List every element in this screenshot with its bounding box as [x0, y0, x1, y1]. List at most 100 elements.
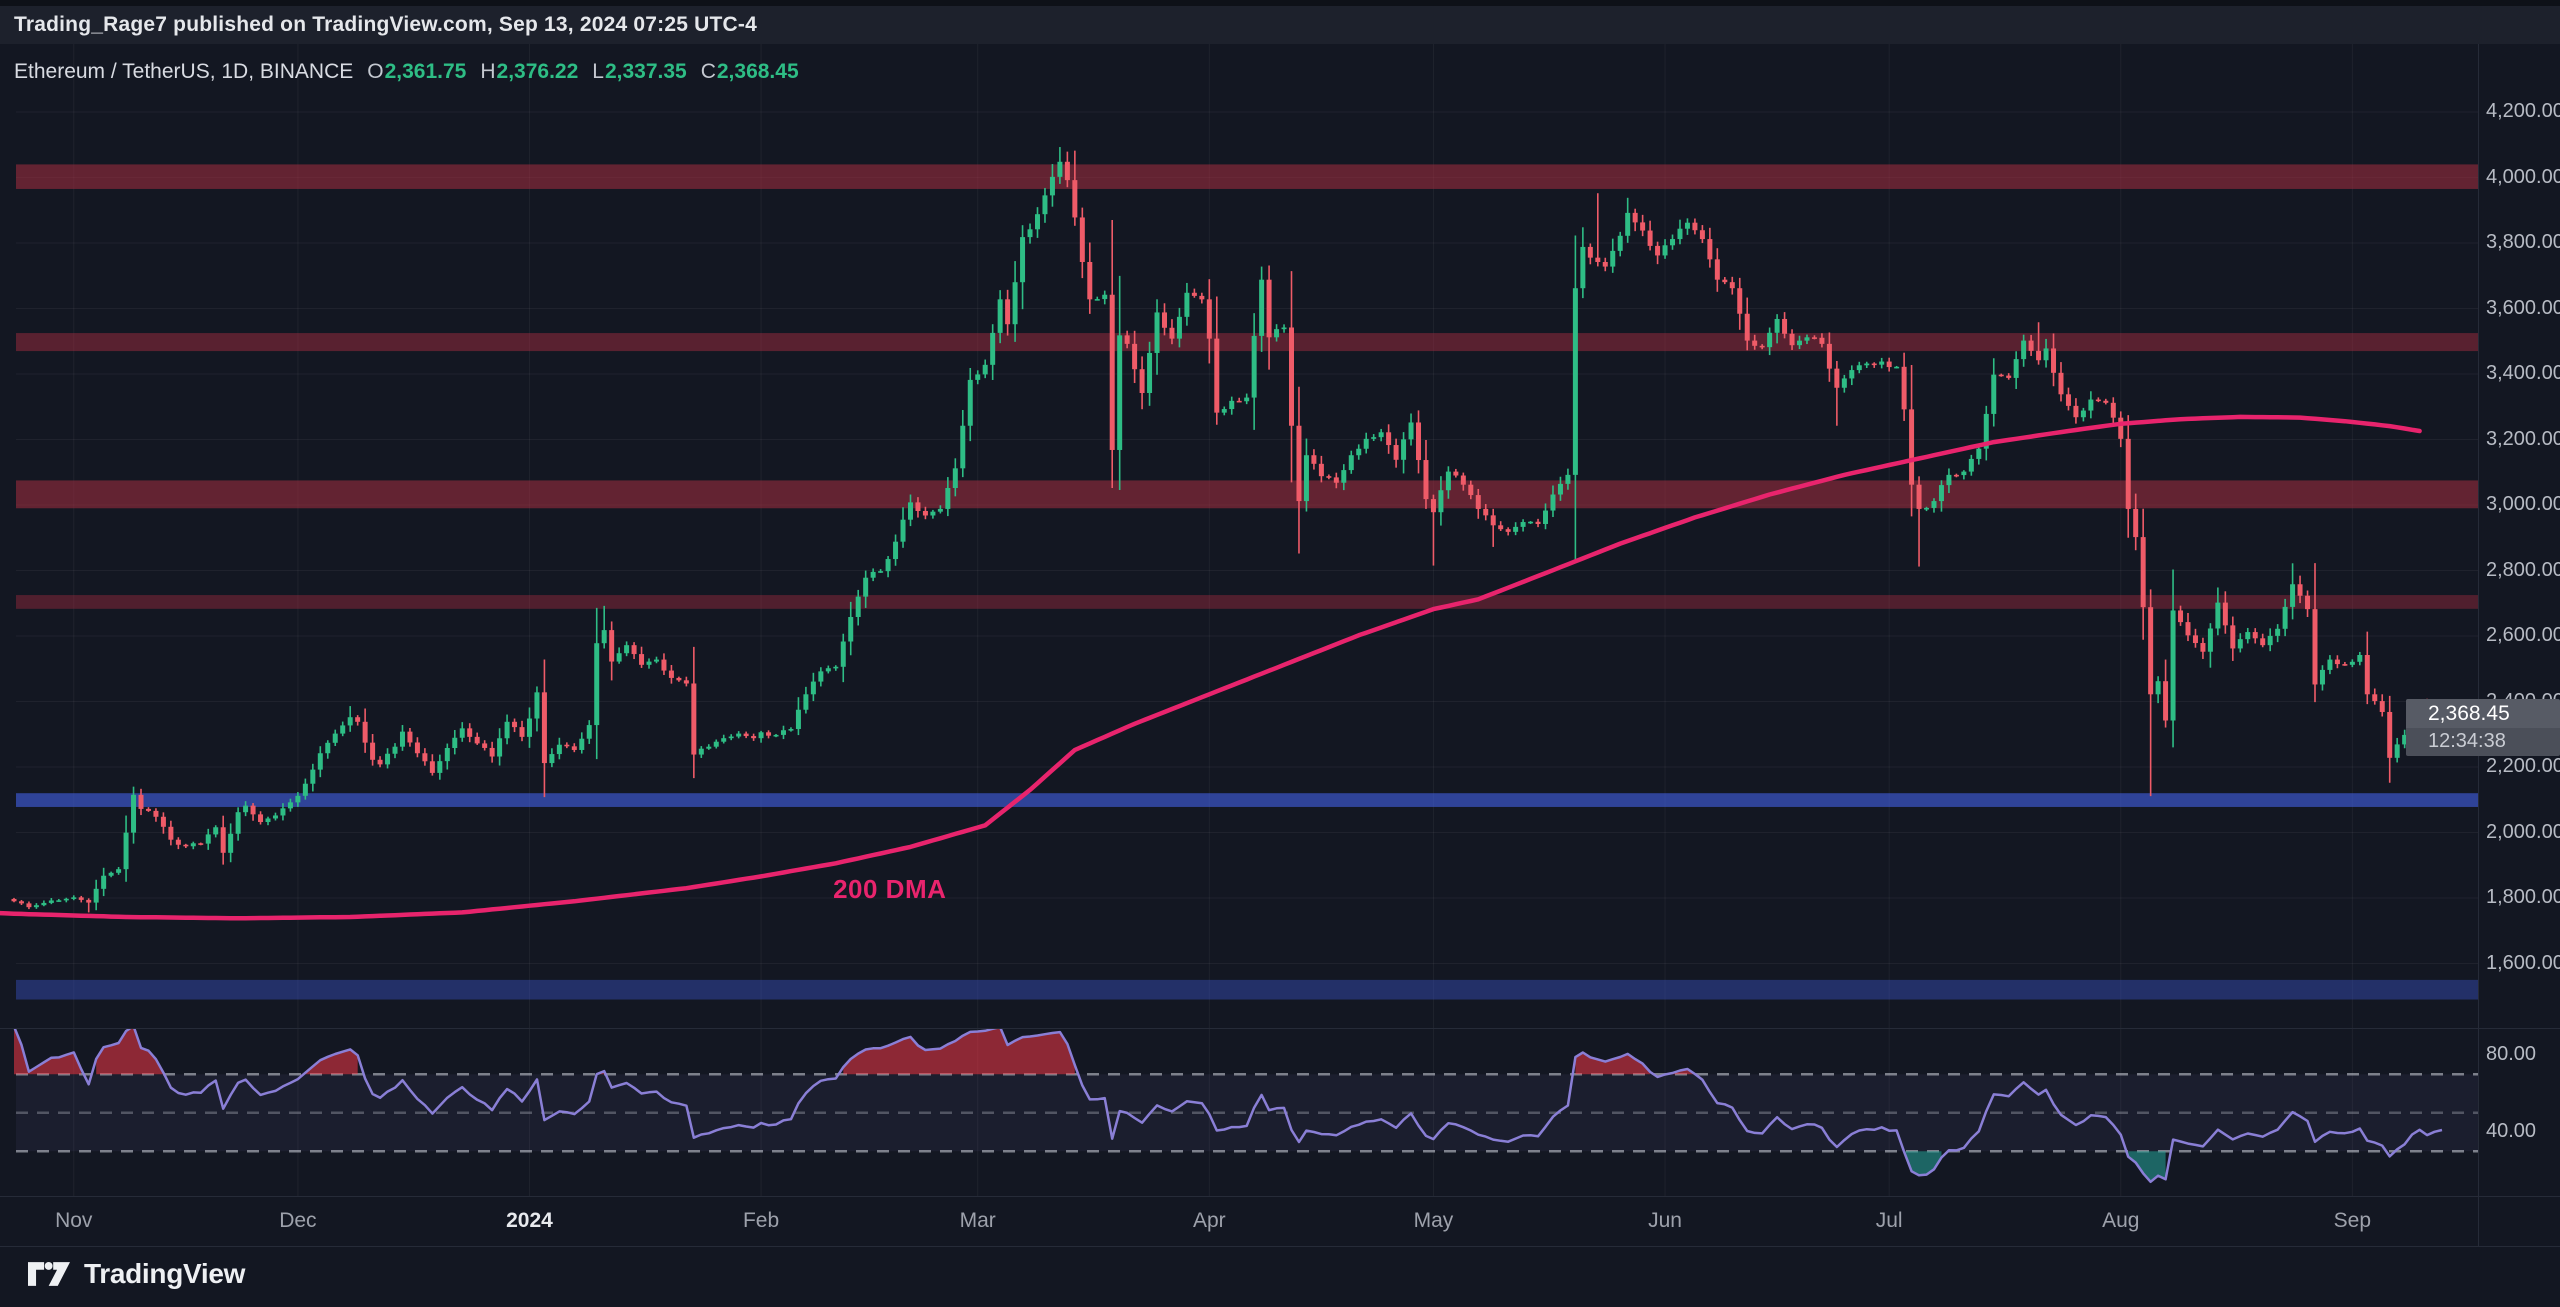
candle-body	[900, 519, 906, 542]
candle-body	[235, 812, 241, 834]
rsi-oversold-fill	[2128, 1151, 2166, 1182]
resistance-zone[interactable]	[16, 333, 2478, 352]
candle-body	[668, 670, 674, 678]
resistance-zone[interactable]	[16, 595, 2478, 609]
candle-body	[833, 666, 839, 669]
candle-body	[2051, 348, 2057, 373]
candle-body	[2103, 400, 2109, 403]
candle-body	[1767, 332, 1773, 348]
price-axis-label: 2,600.00	[2486, 624, 2560, 646]
time-axis-label: Sep	[2333, 1209, 2372, 1232]
candle-body	[183, 844, 189, 847]
candle-body	[2312, 609, 2318, 685]
rsi-pane[interactable]	[0, 1028, 2478, 1196]
candle-body	[1289, 327, 1295, 426]
price-axis-label: 1,800.00	[2486, 886, 2560, 908]
candle-body	[1572, 288, 1578, 475]
ma200-line[interactable]	[0, 414, 2422, 921]
tradingview-brand-text[interactable]: TradingView	[84, 1258, 246, 1289]
candle-body	[1864, 363, 1870, 366]
candle-body	[1154, 312, 1160, 353]
candle-body	[579, 738, 585, 750]
ohlc-close: C2,368.45	[700, 60, 799, 83]
candle-body	[1886, 361, 1892, 368]
candle-body	[1707, 239, 1713, 260]
candle-body	[803, 694, 809, 710]
rsi-line[interactable]	[13, 1028, 2443, 1184]
symbol-title[interactable]: Ethereum / TetherUS, 1D, BINANCE	[14, 60, 354, 83]
candle-body	[1393, 445, 1399, 460]
candle-body	[280, 808, 286, 816]
candle-body	[190, 843, 196, 847]
price-axis[interactable]: 1,600.001,800.002,000.002,200.002,400.00…	[2479, 44, 2560, 1246]
candle-body	[706, 746, 712, 749]
candle-body	[93, 888, 99, 903]
candle-body	[646, 661, 652, 665]
candle-body	[362, 721, 368, 743]
ohlc-high: H2,376.22	[480, 60, 579, 83]
rsi-overbought-fill	[843, 1028, 1075, 1075]
candle-body	[1961, 471, 1967, 476]
price-pane[interactable]	[0, 44, 2478, 1028]
candle-body	[1468, 484, 1474, 496]
candle-body	[2394, 744, 2400, 758]
candle-body	[1117, 335, 1123, 450]
candle-body	[1109, 294, 1115, 450]
candle-body	[325, 742, 331, 754]
pane-separator[interactable]	[0, 1028, 2560, 1029]
candle-body	[2058, 372, 2064, 395]
candle-body	[11, 898, 17, 902]
candle-body	[990, 332, 996, 365]
time-axis-label: Mar	[959, 1209, 996, 1232]
candle-body	[907, 502, 913, 520]
time-axis-label: Jul	[1875, 1209, 1903, 1232]
support-zone[interactable]	[16, 979, 2478, 1000]
candle-body	[1206, 299, 1212, 339]
candle-body	[1505, 529, 1511, 532]
candle-body	[751, 736, 757, 739]
candle-body	[198, 843, 204, 845]
time-axis[interactable]: Nov Dec 2024 Feb Mar Apr May Jun Jul Aug Sep	[0, 1197, 2478, 1246]
price-axis-label: 2,800.00	[2486, 558, 2560, 581]
last-price-value: 2,368.45	[2406, 699, 2560, 728]
candle-body	[2327, 659, 2333, 670]
candle-body	[2230, 625, 2236, 649]
candle-body	[541, 692, 547, 764]
resistance-zone[interactable]	[16, 480, 2478, 509]
resistance-zone[interactable]	[16, 164, 2478, 189]
candle-body	[1662, 245, 1668, 256]
support-zone[interactable]	[16, 793, 2478, 807]
candle-body	[437, 761, 443, 773]
candle-body	[1416, 422, 1422, 461]
candle-body	[2215, 602, 2221, 629]
candle-body	[631, 645, 637, 655]
candle-body	[160, 816, 166, 827]
attribution-text: Trading_Rage7 published on TradingView.c…	[14, 13, 757, 36]
candle-body	[153, 810, 159, 817]
candle-body	[340, 725, 346, 734]
price-axis-label: 1,600.00	[2486, 951, 2560, 974]
candle-body	[1423, 460, 1429, 500]
price-axis-label: 4,200.00	[2486, 100, 2560, 122]
candle-body	[609, 630, 615, 662]
candle-body	[2080, 410, 2086, 418]
price-axis-border	[2478, 44, 2479, 1246]
tradingview-logo-icon[interactable]	[28, 1260, 70, 1288]
candle-body	[1632, 212, 1638, 223]
candle-body	[33, 905, 39, 908]
candle-body	[1834, 368, 1840, 388]
time-axis-label: 2024	[506, 1209, 553, 1232]
chart-legend[interactable]: Ethereum / TetherUS, 1D, BINANCE O2,361.…	[14, 60, 799, 84]
candle-body	[41, 902, 47, 906]
candle-body	[1879, 361, 1885, 365]
candle-body	[243, 805, 249, 813]
candle-body	[1610, 250, 1616, 267]
price-axis-label: 3,000.00	[2486, 493, 2560, 515]
candle-body	[2028, 340, 2034, 351]
time-axis-label: May	[1413, 1209, 1454, 1232]
candle-body	[2192, 635, 2198, 644]
candle-body	[863, 577, 869, 597]
candle-body	[2140, 537, 2146, 608]
candle-body	[131, 794, 137, 833]
